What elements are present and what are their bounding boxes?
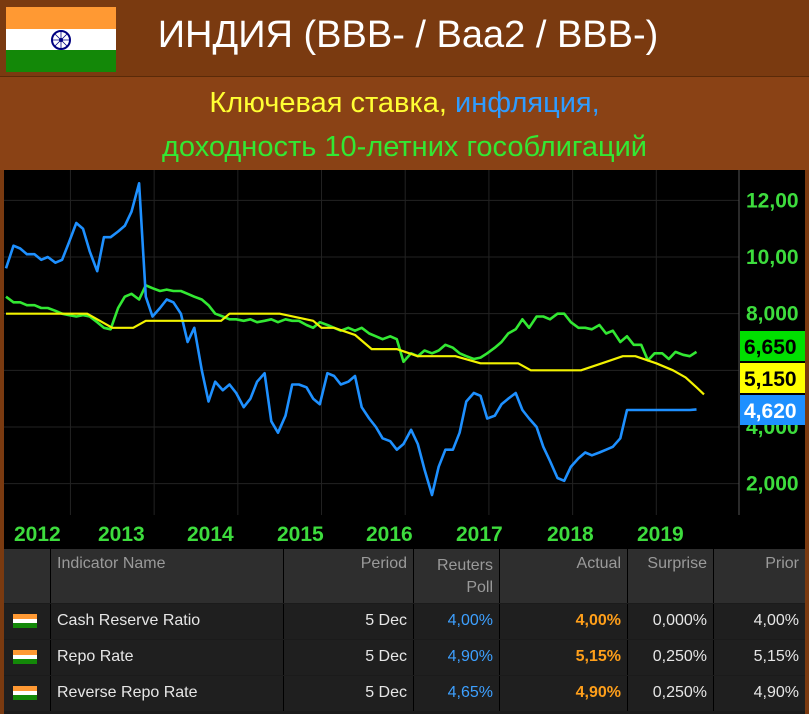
row-actual: 5,15% (499, 640, 627, 675)
subtitle-key-rate: Ключевая ставка, (209, 87, 456, 119)
india-flag-icon (6, 7, 116, 72)
row-reuters-poll: 4,90% (413, 640, 499, 675)
series-line-yield (5, 284, 698, 364)
last-value-label: 4,620 (744, 400, 797, 423)
table-row[interactable]: Reverse Repo Rate 5 Dec 4,65% 4,90% 0,250% 4,… (4, 676, 805, 711)
row-reuters-poll-text: 4,90% (447, 648, 493, 665)
flag-white-band (6, 28, 116, 51)
row-surprise: 0,000% (627, 604, 713, 639)
row-prior: 5,15% (713, 640, 805, 675)
last-value-box (740, 395, 805, 425)
header-prior[interactable]: Prior (713, 549, 805, 603)
row-surprise-text: 0,250% (652, 648, 707, 665)
x-tick-label: 2012 (14, 523, 61, 546)
header-period[interactable]: Period (283, 549, 413, 603)
chart-panel: 2,000 4,000 8,000 10,00 12,00 6,650 5,150 4,62… (4, 170, 805, 515)
last-value-label: 6,650 (744, 336, 797, 359)
row-reuters-poll-text: 4,65% (447, 684, 493, 701)
x-tick-label: 2015 (277, 523, 324, 546)
row-prior-text: 4,00% (753, 612, 799, 629)
row-indicator-name: Cash Reserve Ratio (50, 604, 283, 639)
y-tick-label: 12,00 (746, 189, 799, 212)
row-prior-text: 5,15% (753, 648, 799, 665)
table-row[interactable]: Cash Reserve Ratio 5 Dec 4,00% 4,00% 0,000% 4… (4, 604, 805, 639)
row-indicator-name-text: Reverse Repo Rate (57, 684, 198, 701)
row-actual: 4,90% (499, 676, 627, 711)
last-value-box (740, 331, 805, 361)
flag-green-band (6, 50, 116, 72)
table-row[interactable]: Repo Rate 5 Dec 4,90% 5,15% 0,250% 5,15% (4, 640, 805, 675)
row-flag-cell (4, 640, 50, 675)
row-period: 5 Dec (283, 676, 413, 711)
header-surprise[interactable]: Surprise (627, 549, 713, 603)
last-value-labels: 6,650 5,150 4,620 (740, 331, 805, 425)
row-actual-text: 4,00% (575, 612, 621, 629)
india-flag-icon (13, 614, 37, 628)
subtitle-inflation: инфляция, (455, 87, 600, 119)
row-indicator-name: Repo Rate (50, 640, 283, 675)
row-surprise-text: 0,250% (652, 684, 707, 701)
chart-lines (4, 182, 705, 497)
x-tick-label: 2018 (547, 523, 594, 546)
header-indicator-name[interactable]: Indicator Name (50, 549, 283, 603)
row-indicator-name: Reverse Repo Rate (50, 676, 283, 711)
indicator-table: Indicator Name Period Reuters Poll Actua… (4, 549, 805, 714)
row-reuters-poll: 4,00% (413, 604, 499, 639)
x-tick-label: 2019 (637, 523, 684, 546)
subtitle-box: Ключевая ставка, инфляция, доходность 10… (0, 76, 809, 170)
row-flag-cell (4, 604, 50, 639)
row-actual-text: 5,15% (575, 648, 621, 665)
series-line-inflation (4, 182, 697, 497)
row-indicator-name-text: Cash Reserve Ratio (57, 612, 201, 629)
row-prior: 4,90% (713, 676, 805, 711)
header-reuters-poll[interactable]: Reuters Poll (413, 549, 499, 603)
x-tick-label: 2013 (98, 523, 145, 546)
x-tick-label: 2014 (187, 523, 234, 546)
row-period-text: 5 Dec (365, 684, 407, 701)
row-period-text: 5 Dec (365, 612, 407, 629)
page-title: ИНДИЯ (BBB- / Baa2 / BBB-) (157, 14, 659, 56)
x-tick-label: 2017 (456, 523, 503, 546)
last-value-label: 5,150 (744, 368, 797, 391)
row-period: 5 Dec (283, 604, 413, 639)
table-header-row: Indicator Name Period Reuters Poll Actua… (4, 549, 805, 603)
header-actual[interactable]: Actual (499, 549, 627, 603)
row-prior-text: 4,90% (753, 684, 799, 701)
row-reuters-poll-text: 4,00% (447, 612, 493, 629)
chart-grid (4, 170, 740, 515)
row-reuters-poll: 4,65% (413, 676, 499, 711)
ashoka-chakra-icon (51, 29, 71, 50)
last-value-box (740, 363, 805, 393)
row-surprise-text: 0,000% (652, 612, 707, 629)
header: ИНДИЯ (BBB- / Baa2 / BBB-) (0, 0, 809, 76)
header-flag-cell (4, 549, 50, 603)
row-prior: 4,00% (713, 604, 805, 639)
y-tick-label: 10,00 (746, 246, 799, 269)
india-flag-icon (13, 686, 37, 700)
row-flag-cell (4, 676, 50, 711)
subtitle-line-2: доходность 10-летних гособлигаций (162, 131, 647, 163)
subtitle-line-1: Ключевая ставка, инфляция, (0, 87, 809, 120)
row-period: 5 Dec (283, 640, 413, 675)
row-indicator-name-text: Repo Rate (57, 648, 134, 665)
series-line-repo (6, 312, 705, 396)
row-actual-text: 4,90% (575, 684, 621, 701)
india-flag-icon (13, 650, 37, 664)
row-actual: 4,00% (499, 604, 627, 639)
x-axis: 2012 2013 2014 2015 2016 2017 2018 2019 (4, 515, 805, 549)
row-surprise: 0,250% (627, 676, 713, 711)
y-tick-label: 2,000 (746, 473, 799, 496)
y-tick-label: 8,000 (746, 303, 799, 326)
flag-saffron-band (6, 7, 116, 29)
row-period-text: 5 Dec (365, 648, 407, 665)
x-tick-label: 2016 (366, 523, 413, 546)
row-surprise: 0,250% (627, 640, 713, 675)
